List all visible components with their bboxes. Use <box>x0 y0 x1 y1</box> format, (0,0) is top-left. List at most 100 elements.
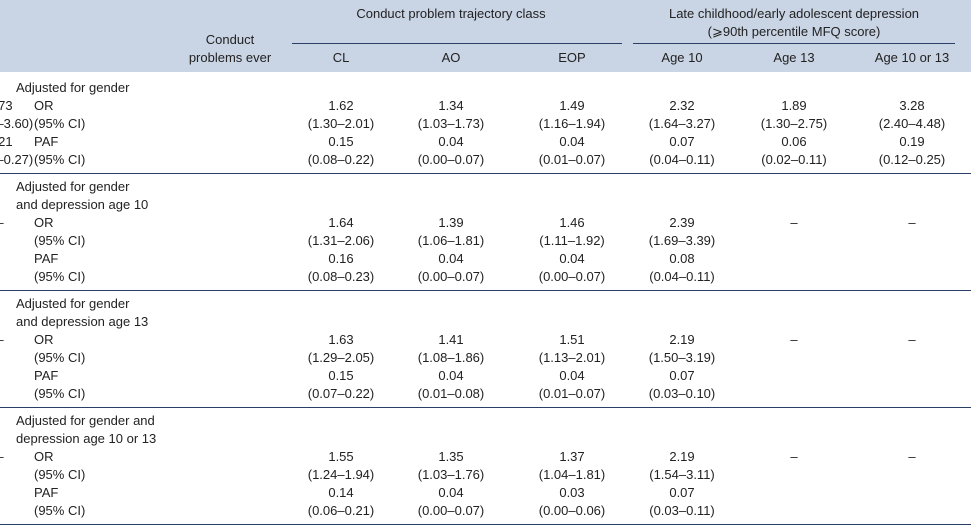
cell: (0.00–0.07) <box>417 503 485 518</box>
cell: (1.64–3.27) <box>648 116 716 131</box>
cell: (0.04–0.11) <box>649 269 715 284</box>
row-label: (95% CI) <box>34 233 86 248</box>
cell: 0.06 <box>781 134 807 149</box>
cell: (1.03–1.73) <box>417 116 485 131</box>
cell: 0.07 <box>669 134 695 149</box>
group-header: Conduct problem trajectory class <box>356 6 546 21</box>
cell: 0.03 <box>559 485 585 500</box>
row-label: PAF <box>34 368 59 383</box>
cell: 1.35 <box>438 449 464 464</box>
cell: (0.06–0.21) <box>307 503 375 518</box>
cell: 3.28 <box>899 98 925 113</box>
section-label: and depression age 13 <box>16 314 149 329</box>
cell: (1.11–1.92) <box>539 233 605 248</box>
cell: 0.07 <box>669 485 695 500</box>
cell: 1.49 <box>559 98 585 113</box>
section-rule <box>0 173 971 174</box>
cell: 1.89 <box>781 98 807 113</box>
cell: (0.03–0.11) <box>649 503 715 518</box>
cell: 2.32 <box>669 98 695 113</box>
row-label: OR <box>34 215 54 230</box>
cell: 1.46 <box>559 215 585 230</box>
cell: – <box>790 215 798 230</box>
cell: (1.30–2.75) <box>760 116 828 131</box>
cell: 1.37 <box>559 449 585 464</box>
row-label: (95% CI) <box>34 152 86 167</box>
row-label: (95% CI) <box>34 467 86 482</box>
cell: (0.14–0.27) <box>0 152 34 167</box>
cell: (1.08–1.86) <box>417 350 485 365</box>
cell: – <box>908 215 916 230</box>
row-label: OR <box>34 332 54 347</box>
column-header: Age 10 <box>661 50 703 65</box>
column-header: EOP <box>558 50 586 65</box>
cell: – <box>790 332 798 347</box>
cell: 2.19 <box>669 332 695 347</box>
cell: (1.31–2.06) <box>307 233 375 248</box>
group-rule <box>633 43 955 44</box>
cell: 1.55 <box>328 449 354 464</box>
cell: (0.07–0.22) <box>307 386 375 401</box>
cell: (2.40–4.48) <box>878 116 946 131</box>
column-header: CL <box>332 50 350 65</box>
cell: (0.03–0.10) <box>648 386 716 401</box>
row-label: (95% CI) <box>34 116 86 131</box>
cell: 1.64 <box>328 215 354 230</box>
row-label: OR <box>34 98 54 113</box>
cell: 0.15 <box>328 368 354 383</box>
cell: – <box>908 449 916 464</box>
cell: 0.16 <box>328 251 354 266</box>
row-label: (95% CI) <box>34 350 86 365</box>
cell: (1.29–2.05) <box>307 350 375 365</box>
cell: (1.16–1.94) <box>538 116 606 131</box>
cell: 0.04 <box>559 134 585 149</box>
cell: 0.04 <box>438 134 464 149</box>
column-header: Age 10 or 13 <box>874 50 950 65</box>
row-label: PAF <box>34 134 59 149</box>
cell: – <box>0 332 4 348</box>
cell: 0.04 <box>559 251 585 266</box>
cell: – <box>790 449 798 464</box>
section-label: Adjusted for gender <box>16 296 130 311</box>
section-label: depression age 10 or 13 <box>16 431 157 446</box>
cell: – <box>908 332 916 347</box>
cell: (2.10–3.60) <box>0 116 34 131</box>
cell: – <box>0 215 4 231</box>
cell: 1.34 <box>438 98 464 113</box>
cell: 0.19 <box>899 134 925 149</box>
cell: (1.06–1.81) <box>417 233 485 248</box>
cell: (1.04–1.81) <box>538 467 606 482</box>
cell: (0.12–0.25) <box>878 152 946 167</box>
section-rule <box>0 290 971 291</box>
cell: 2.19 <box>669 449 695 464</box>
cell: (0.08–0.23) <box>307 269 375 284</box>
cell: 0.15 <box>328 134 354 149</box>
cell: 0.21 <box>0 134 13 149</box>
cell: 1.39 <box>438 215 464 230</box>
column-header: Conduct <box>205 32 255 47</box>
cell: (0.02–0.11) <box>761 152 827 167</box>
cell: 0.04 <box>438 251 464 266</box>
cell: 1.63 <box>328 332 354 347</box>
cell: (0.01–0.07) <box>538 386 606 401</box>
cell: (1.69–3.39) <box>648 233 716 248</box>
group-header: (⩾90th percentile MFQ score) <box>707 24 881 39</box>
cell: 2.73 <box>0 98 13 113</box>
group-rule <box>292 43 622 44</box>
row-label: OR <box>34 449 54 464</box>
section-label: Adjusted for gender <box>16 80 130 95</box>
cell: (1.54–3.11) <box>649 467 715 482</box>
cell: 1.41 <box>438 332 464 347</box>
section-rule <box>0 407 971 408</box>
cell: (0.01–0.07) <box>538 152 606 167</box>
section-label: Adjusted for gender <box>16 179 130 194</box>
cell: (1.30–2.01) <box>307 116 375 131</box>
column-header: AO <box>441 50 461 65</box>
cell: (0.00–0.07) <box>538 269 606 284</box>
cell: (0.00–0.07) <box>417 269 485 284</box>
cell: (0.08–0.22) <box>307 152 375 167</box>
cell: 0.08 <box>669 251 695 266</box>
section-rule <box>0 524 971 525</box>
row-label: (95% CI) <box>34 269 86 284</box>
